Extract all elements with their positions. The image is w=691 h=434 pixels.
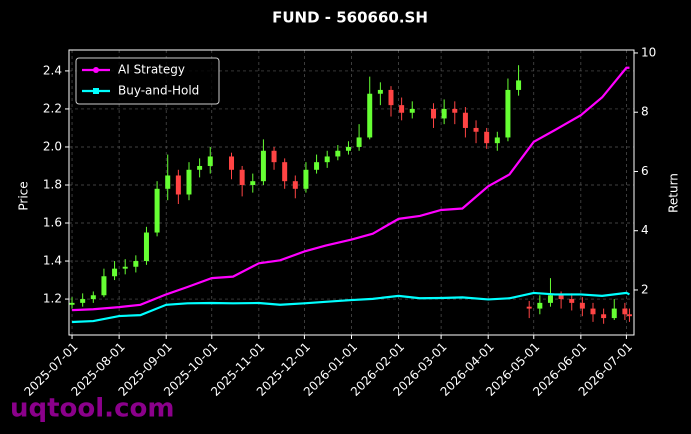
candle-body	[516, 80, 522, 90]
candle-body	[154, 188, 160, 233]
candle-body	[90, 295, 96, 300]
candle-body	[239, 169, 245, 185]
y2-tick-label: 4	[641, 223, 649, 237]
candle-body	[611, 308, 617, 319]
y2-axis-label: Return	[667, 173, 681, 213]
candle-body	[558, 295, 564, 300]
y-tick-label: 1.6	[43, 216, 62, 230]
candle-body	[207, 156, 213, 166]
candle-body	[569, 299, 575, 303]
candle-body	[101, 276, 107, 296]
candle-body	[345, 146, 351, 151]
candle-body	[186, 169, 192, 195]
candle-body	[388, 89, 394, 106]
candle-body	[133, 261, 139, 267]
candle-body	[229, 156, 235, 170]
plot-frame	[68, 49, 635, 336]
legend-marker	[93, 67, 99, 73]
candle-body	[282, 162, 288, 182]
candle-body	[80, 299, 86, 303]
candle-body	[324, 156, 330, 163]
candle-body	[626, 314, 632, 317]
candle-body	[250, 181, 256, 185]
candle-body	[441, 108, 447, 119]
candle-body	[122, 266, 128, 269]
candle-body	[484, 131, 490, 144]
candle-body	[537, 302, 543, 309]
candle-body	[590, 308, 596, 315]
candle-body	[622, 308, 628, 315]
y2-tick-label: 8	[641, 105, 649, 119]
candle-body	[335, 150, 341, 157]
candle-body	[260, 150, 266, 182]
candle-body	[409, 108, 415, 113]
candle-body	[69, 302, 75, 305]
candle-body	[431, 108, 437, 119]
candle-body	[377, 89, 383, 94]
y2-tick-label: 6	[641, 164, 649, 178]
legend-box	[75, 57, 220, 105]
candle-body	[547, 295, 553, 303]
candle-body	[175, 175, 181, 195]
candle-body	[494, 137, 500, 144]
candle-body	[601, 314, 607, 319]
y-axis-label: Price	[17, 181, 31, 210]
candle-body	[526, 306, 532, 309]
candle-body	[197, 165, 203, 170]
candle-body	[356, 137, 362, 147]
legend-label: Buy-and-Hold	[118, 84, 199, 98]
y-tick-label: 2.4	[43, 63, 62, 77]
candle-body	[271, 150, 277, 163]
y-tick-label: 1.2	[43, 292, 62, 306]
chart-title: FUND - 560660.SH	[272, 9, 428, 27]
y2-tick-label: 2	[641, 282, 649, 296]
y-tick-label: 2.0	[43, 139, 62, 153]
candle-body	[473, 127, 479, 132]
candle-body	[399, 105, 405, 113]
candle-body	[165, 175, 171, 189]
legend-label: AI Strategy	[118, 63, 185, 77]
candle-body	[367, 93, 373, 138]
candle-body	[314, 162, 320, 170]
candle-body	[579, 302, 585, 309]
return-line	[71, 291, 630, 324]
candle-body	[462, 112, 468, 128]
y2-tick-label: 10	[641, 45, 656, 59]
candle-body	[112, 268, 118, 277]
y-tick-label: 2.2	[43, 101, 62, 115]
y-tick-label: 1.4	[43, 254, 62, 268]
candle-body	[303, 169, 309, 189]
return-line	[71, 66, 630, 312]
candle-body	[505, 89, 511, 138]
candle-body	[292, 181, 298, 189]
candle-body	[143, 232, 149, 262]
legend-marker	[93, 88, 99, 94]
watermark: uqtool.com	[10, 394, 174, 424]
candle-body	[452, 108, 458, 113]
y-tick-label: 1.8	[43, 177, 62, 191]
